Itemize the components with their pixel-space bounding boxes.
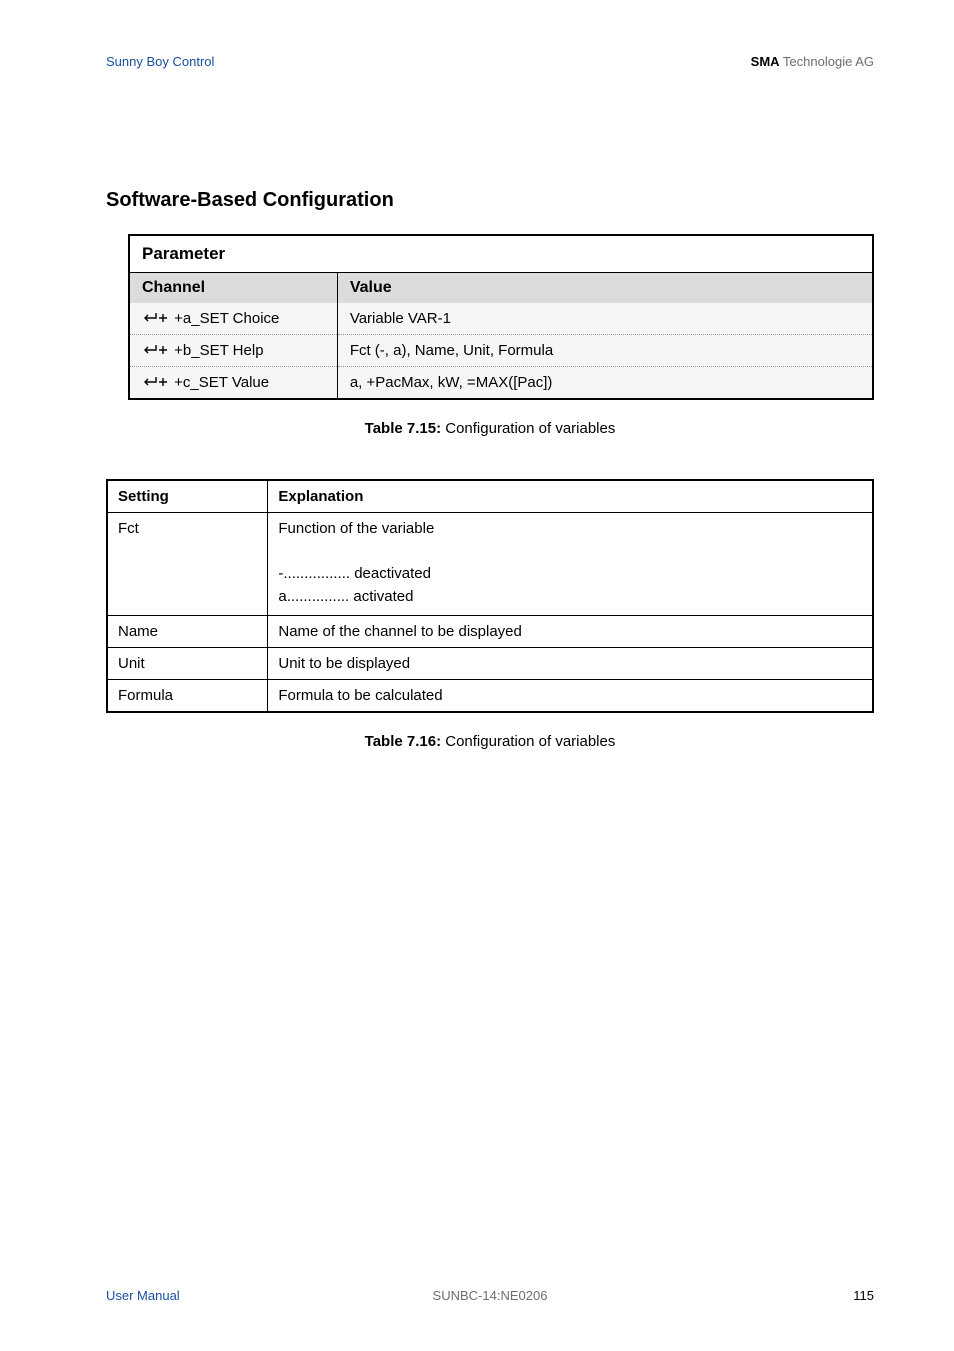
- table-row: +c_SET Value a, +PacMax, kW, =MAX([Pac]): [129, 367, 873, 400]
- explanation-cell: Unit to be displayed: [268, 648, 873, 680]
- explanation-cell: Function of the variable -..............…: [268, 513, 873, 616]
- setting-table: Setting Explanation Fct Function of the …: [106, 479, 874, 713]
- setting-cell: Unit: [107, 648, 268, 680]
- table-row: +b_SET Help Fct (-, a), Name, Unit, Form…: [129, 335, 873, 367]
- setting-cell: Fct: [107, 513, 268, 616]
- footer-page-number: 115: [853, 1288, 874, 1303]
- channel-header: Channel: [129, 273, 337, 304]
- value-cell: Variable VAR-1: [337, 303, 873, 335]
- table-row: Formula Formula to be calculated: [107, 680, 873, 713]
- explanation-header: Explanation: [268, 480, 873, 513]
- enter-plus-icon: [142, 375, 168, 389]
- channel-cell: +c_SET Value: [170, 374, 269, 391]
- table-caption-2: Table 7.16: Configuration of variables: [106, 733, 874, 750]
- header-right-text: SMA Technologie AG: [751, 54, 874, 69]
- table-row: +a_SET Choice Variable VAR-1: [129, 303, 873, 335]
- channel-cell: +a_SET Choice: [170, 310, 279, 327]
- page-footer: User Manual SUNBC-14:NE0206 115: [106, 1288, 874, 1303]
- setting-cell: Formula: [107, 680, 268, 713]
- page-content: Software-Based Configuration Parameter C…: [0, 69, 954, 750]
- enter-plus-icon: [142, 311, 168, 325]
- explanation-cell: Name of the channel to be displayed: [268, 616, 873, 648]
- footer-left-text: User Manual: [106, 1288, 180, 1303]
- table-row: Fct Function of the variable -..........…: [107, 513, 873, 616]
- explanation-cell: Formula to be calculated: [268, 680, 873, 713]
- setting-header: Setting: [107, 480, 268, 513]
- value-cell: Fct (-, a), Name, Unit, Formula: [337, 335, 873, 367]
- parameter-header: Parameter: [129, 235, 873, 273]
- header-left-text: Sunny Boy Control: [106, 54, 214, 69]
- setting-cell: Name: [107, 616, 268, 648]
- table-row: Unit Unit to be displayed: [107, 648, 873, 680]
- table-caption-1: Table 7.15: Configuration of variables: [106, 420, 874, 437]
- parameter-table: Parameter Channel Value +a_SET Choice Va…: [128, 234, 874, 400]
- page-header: Sunny Boy Control SMA Technologie AG: [0, 0, 954, 69]
- enter-plus-icon: [142, 343, 168, 357]
- value-cell: a, +PacMax, kW, =MAX([Pac]): [337, 367, 873, 400]
- value-header: Value: [337, 273, 873, 304]
- channel-cell: +b_SET Help: [170, 342, 264, 359]
- footer-center-text: SUNBC-14:NE0206: [433, 1288, 548, 1303]
- table-row: Name Name of the channel to be displayed: [107, 616, 873, 648]
- section-title: Software-Based Configuration: [106, 189, 874, 212]
